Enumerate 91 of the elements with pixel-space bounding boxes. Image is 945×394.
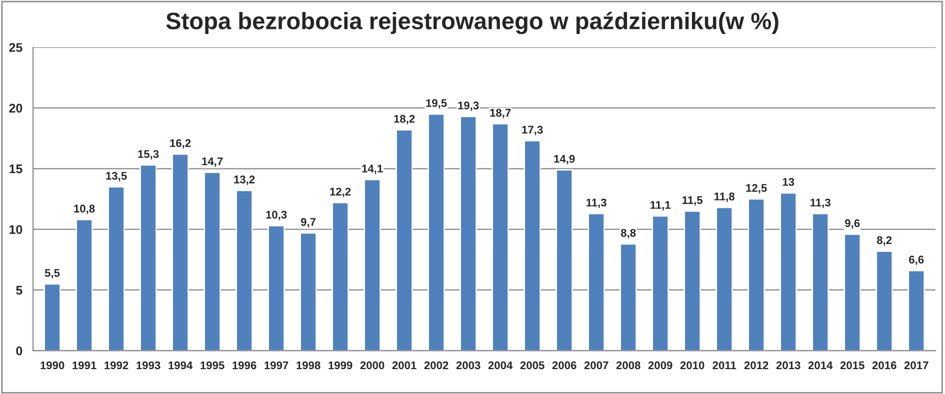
bar xyxy=(236,190,253,351)
bar xyxy=(76,218,93,351)
x-tick-label: 1996 xyxy=(232,361,256,370)
data-label: 15,3 xyxy=(138,150,159,160)
x-tick-label: 2005 xyxy=(520,361,544,370)
bar xyxy=(588,212,606,351)
y-tick-label: 20 xyxy=(9,104,22,113)
data-label: 11,1 xyxy=(650,201,671,211)
data-label: 6,6 xyxy=(909,256,924,266)
x-tick-label: 2001 xyxy=(392,361,416,370)
data-label: 14,9 xyxy=(554,154,575,164)
x-tick-label: 2006 xyxy=(552,361,576,370)
bar xyxy=(428,113,446,351)
bar xyxy=(204,172,221,351)
data-label: 13 xyxy=(782,178,794,186)
data-label: 8,2 xyxy=(876,236,892,246)
bar xyxy=(396,129,413,351)
x-tick-label: 2011 xyxy=(712,361,736,370)
bar xyxy=(268,224,285,351)
data-label: 18,2 xyxy=(394,114,415,124)
x-tick-label: 2003 xyxy=(456,361,480,370)
y-tick-label: 0 xyxy=(16,346,22,356)
bar xyxy=(876,250,894,351)
x-tick-label: 1990 xyxy=(40,361,64,370)
bar xyxy=(524,140,542,351)
bar xyxy=(652,215,670,351)
data-label: 14,7 xyxy=(202,157,223,167)
x-tick-label: 2010 xyxy=(680,361,704,370)
y-tick-label: 10 xyxy=(10,225,22,234)
x-tick-label: 2009 xyxy=(648,361,672,370)
bar xyxy=(812,212,830,351)
data-label: 12,2 xyxy=(330,188,351,198)
x-tick-label: 2016 xyxy=(872,361,896,370)
x-tick-label: 2015 xyxy=(840,361,864,370)
x-tick-label: 1992 xyxy=(104,361,128,370)
x-tick-label: 2000 xyxy=(360,361,384,370)
x-tick-label: 2012 xyxy=(744,361,768,370)
data-label: 11,8 xyxy=(714,192,734,202)
bar xyxy=(620,243,638,351)
bar xyxy=(844,233,862,351)
bar xyxy=(556,169,574,351)
data-label: 11,3 xyxy=(586,198,606,208)
bar xyxy=(908,270,926,351)
bar xyxy=(364,178,381,351)
bar xyxy=(684,210,702,351)
x-tick-label: 1993 xyxy=(136,361,160,370)
y-tick-label: 5 xyxy=(16,286,22,295)
data-label: 17,3 xyxy=(522,126,543,136)
x-tick-label: 2008 xyxy=(616,361,640,370)
bar xyxy=(140,164,157,351)
bar xyxy=(332,202,349,351)
data-label: 11,3 xyxy=(810,198,830,208)
bar xyxy=(44,283,61,351)
data-label: 8,8 xyxy=(620,228,636,238)
x-tick-label: 1998 xyxy=(296,361,320,370)
x-tick-label: 2004 xyxy=(488,361,513,370)
x-tick-label: 2007 xyxy=(584,361,608,370)
y-tick-label: 25 xyxy=(9,43,22,52)
bar xyxy=(748,198,766,351)
data-label: 16,2 xyxy=(170,139,191,149)
data-label: 13,5 xyxy=(106,172,127,182)
x-tick-label: 2014 xyxy=(808,361,833,370)
data-label: 9,6 xyxy=(845,219,860,229)
bar xyxy=(492,123,510,351)
x-tick-label: 2002 xyxy=(424,361,448,370)
chart-title: Stopa bezrobocia rejestrowanego w październiku(w %) xyxy=(166,12,778,34)
bar xyxy=(108,186,125,351)
data-label: 5,5 xyxy=(44,269,60,278)
x-tick-label: 1994 xyxy=(168,361,193,370)
data-label: 11,5 xyxy=(682,196,703,206)
data-label: 14,1 xyxy=(362,164,383,174)
x-tick-label: 1991 xyxy=(72,361,96,370)
bar xyxy=(460,116,478,351)
x-tick-label: 1999 xyxy=(328,361,352,370)
x-tick-label: 1995 xyxy=(200,361,224,370)
data-label: 13,2 xyxy=(234,176,255,186)
data-label: 10,3 xyxy=(266,210,287,220)
data-label: 19,5 xyxy=(426,99,447,109)
data-label: 19,3 xyxy=(458,102,479,112)
bar xyxy=(300,232,317,351)
x-tick-label: 2013 xyxy=(776,361,800,370)
x-tick-label: 1997 xyxy=(264,361,288,370)
x-tick-label: 2017 xyxy=(904,361,928,370)
data-label: 10,8 xyxy=(74,204,95,214)
bar xyxy=(780,192,798,351)
bar xyxy=(716,206,734,351)
y-tick-label: 15 xyxy=(10,164,22,174)
data-label: 18,7 xyxy=(490,108,511,118)
data-label: 12,5 xyxy=(746,184,767,194)
data-label: 9,7 xyxy=(300,218,316,228)
bar xyxy=(172,153,189,351)
